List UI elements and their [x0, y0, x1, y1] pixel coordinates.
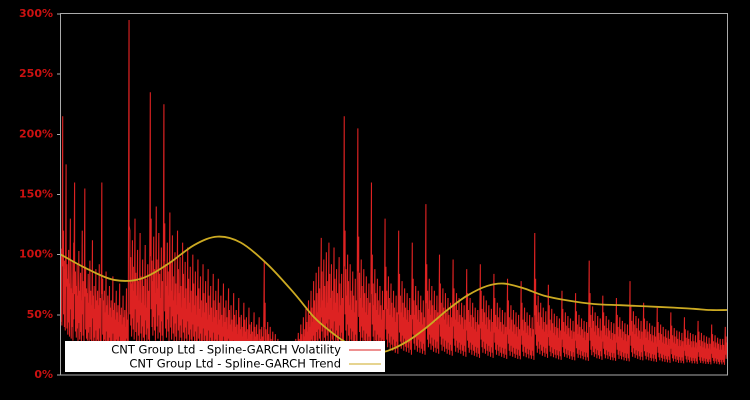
y-axis-tick-label: 150%	[19, 188, 53, 201]
volatility-series-line	[61, 20, 727, 365]
y-axis-tick-label: 100%	[19, 248, 53, 261]
legend-label-volatility: CNT Group Ltd - Spline-GARCH Volatility	[111, 343, 341, 357]
legend-background	[65, 341, 385, 372]
y-axis-tick-label: 50%	[27, 308, 53, 321]
y-axis-tick-label: 200%	[19, 127, 53, 140]
y-axis-tick-label: 300%	[19, 7, 53, 20]
y-axis-tick-label: 250%	[19, 67, 53, 80]
legend-label-trend: CNT Group Ltd - Spline-GARCH Trend	[129, 357, 341, 371]
y-axis-tick-labels: 0% 50% 100% 150% 200% 250% 300%	[19, 7, 53, 381]
y-axis-tick-label: 0%	[34, 368, 53, 381]
y-axis-tick-marks	[57, 13, 61, 376]
chart-legend[interactable]: CNT Group Ltd - Spline-GARCH Volatility …	[65, 341, 385, 372]
trend-series-line	[61, 235, 727, 355]
